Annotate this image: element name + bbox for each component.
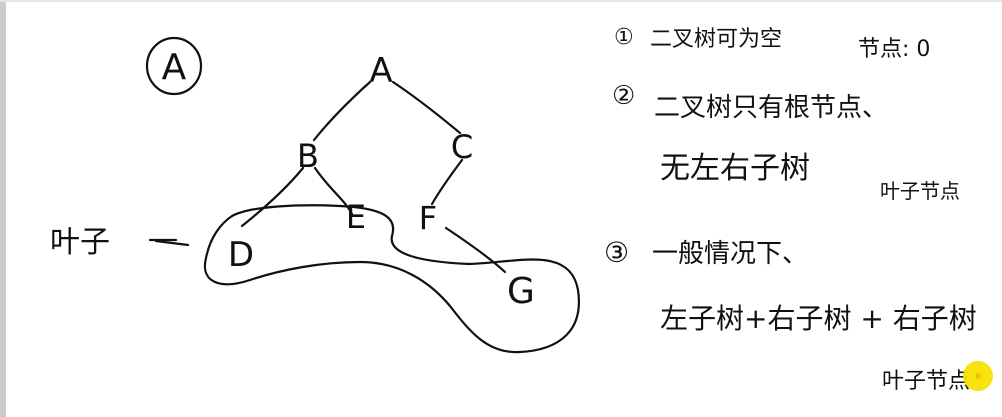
node-b: B — [297, 137, 319, 175]
note-2-marker: ② — [612, 81, 635, 111]
title-letter: A — [162, 47, 187, 88]
leaf-nodes-loop — [203, 204, 581, 354]
edge-a-c — [391, 80, 462, 135]
leaf-label: 叶子 — [50, 225, 110, 260]
note-2-aside: 叶子节点 — [880, 179, 960, 203]
node-f: F — [419, 199, 437, 237]
node-e: E — [346, 198, 366, 236]
pen-cursor-icon — [963, 361, 993, 391]
edge-f-g — [444, 226, 507, 274]
note-3-line3: 叶子节点 — [882, 369, 970, 394]
pen-cursor-center — [975, 373, 981, 379]
title-circle — [145, 36, 203, 96]
note-2-line2: 无左右子树 — [660, 151, 810, 186]
node-g: G — [507, 271, 535, 312]
edge-c-f — [430, 158, 464, 206]
note-1-marker: ① — [614, 25, 634, 50]
note-2-line1: 二叉树只有根节点、 — [654, 93, 888, 123]
note-3-line1: 一般情况下、 — [652, 239, 808, 269]
window-top-edge — [0, 0, 1002, 2]
note-1-text: 二叉树可为空 — [650, 27, 782, 52]
edge-a-b — [312, 80, 372, 142]
edge-b-d — [240, 166, 305, 228]
node-c: C — [451, 128, 473, 166]
note-3-marker: ③ — [604, 236, 629, 269]
node-d: D — [228, 235, 254, 275]
note-1-answer: 节点: 0 — [858, 37, 930, 62]
notes-panel: ① 二叉树可为空 节点: 0 ② 二叉树只有根节点、 无左右子树 叶子节点 ③ … — [604, 25, 977, 394]
leaf-arrow — [154, 239, 190, 247]
tree-nodes: A B C D E F G — [228, 51, 535, 312]
note-3-line2: 左子树+右子树 + 右子树 — [660, 302, 977, 335]
circled-title: A — [145, 36, 203, 96]
window-left-edge — [0, 0, 6, 417]
tree-edges — [148, 80, 507, 274]
node-a: A — [369, 51, 392, 91]
edge-b-e — [313, 166, 354, 216]
